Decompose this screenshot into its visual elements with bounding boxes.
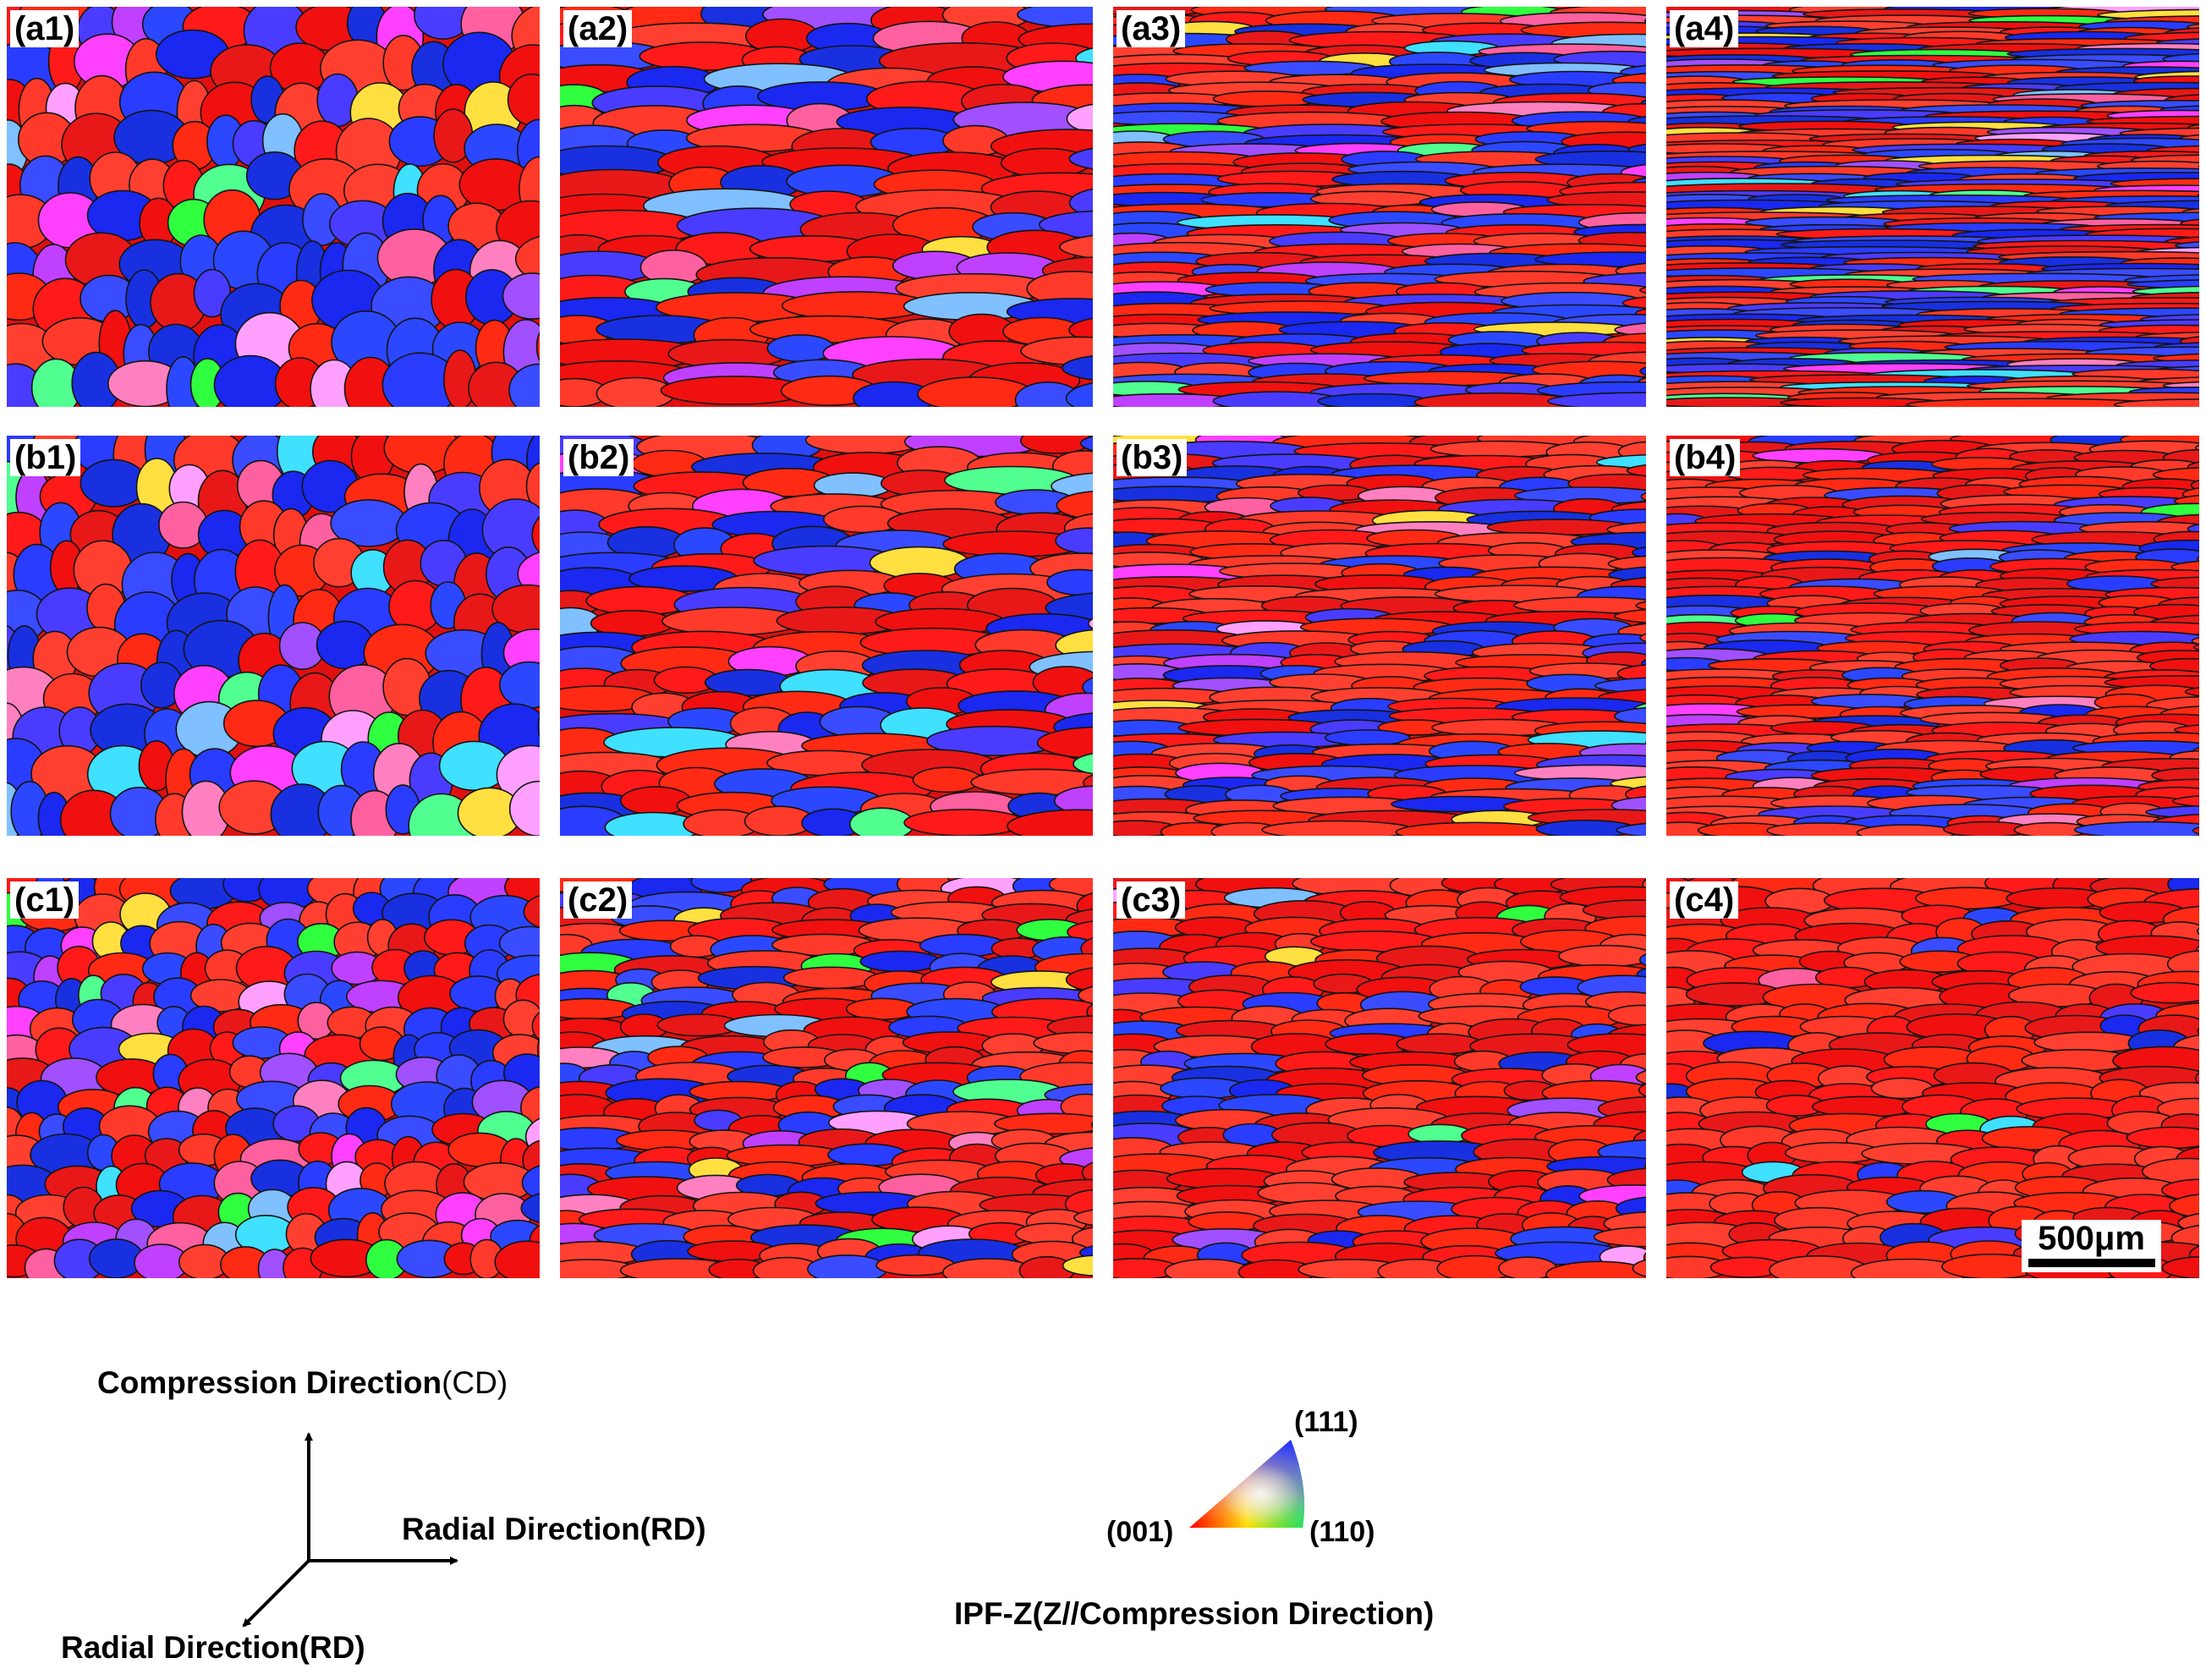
panel-label-a1: (a1)	[10, 10, 80, 47]
ebsd-panel-a2: (a2)	[560, 7, 1093, 407]
ebsd-panel-c2: (c2)	[560, 878, 1093, 1278]
scale-bar: 500μm	[2022, 1220, 2161, 1272]
scale-bar-line	[2028, 1259, 2155, 1267]
ebsd-panel-c4: (c4)	[1666, 878, 2199, 1278]
ebsd-panel-c3: (c3)	[1113, 878, 1646, 1278]
grain-map	[7, 436, 540, 836]
panel-label-a4: (a4)	[1670, 10, 1739, 47]
panel-label-c2: (c2)	[563, 881, 633, 919]
cd-axis-label: Compression Direction(CD)	[97, 1365, 508, 1401]
panel-label-c3: (c3)	[1117, 881, 1186, 919]
grain-map	[1666, 878, 2199, 1278]
ipf-legend-title: IPF-Z(Z//Compression Direction)	[954, 1596, 1435, 1631]
ebsd-panel-a1: (a1)	[7, 7, 540, 407]
panel-label-b3: (b3)	[1117, 439, 1188, 476]
grain-map	[1113, 436, 1646, 836]
ebsd-panel-b1: (b1)	[7, 436, 540, 836]
panel-label-a2: (a2)	[563, 10, 633, 47]
grain-map	[7, 878, 540, 1278]
ebsd-panel-c1: (c1)	[7, 878, 540, 1278]
grain-map	[560, 878, 1093, 1278]
ipf-triangle	[1189, 1440, 1305, 1528]
ebsd-panel-b3: (b3)	[1113, 436, 1646, 836]
scale-bar-label: 500μm	[2038, 1220, 2145, 1257]
grain-map	[560, 7, 1093, 407]
ebsd-panel-b4: (b4)	[1666, 436, 2199, 836]
panel-label-b1: (b1)	[10, 439, 81, 476]
panel-label-b4: (b4)	[1670, 439, 1741, 476]
ebsd-panel-a4: (a4)	[1666, 7, 2199, 407]
cd-axis-label-text: Compression Direction	[97, 1365, 442, 1400]
ebsd-panel-b2: (b2)	[560, 436, 1093, 836]
grain-map	[1113, 7, 1646, 407]
panel-label-a3: (a3)	[1117, 10, 1186, 47]
rd-axis-label-diagonal: Radial Direction(RD)	[61, 1630, 365, 1665]
panel-label-c1: (c1)	[10, 881, 80, 919]
ipf-corner-110: (110)	[1309, 1516, 1375, 1548]
panel-label-c4: (c4)	[1670, 881, 1739, 919]
panel-label-b2: (b2)	[563, 439, 634, 476]
grain-map	[1666, 436, 2199, 836]
grain-map	[7, 7, 540, 407]
grain-map	[560, 436, 1093, 836]
grain-map	[1113, 878, 1646, 1278]
rd-axis-label-horizontal: Radial Direction(RD)	[402, 1512, 706, 1546]
ipf-corner-111: (111)	[1294, 1406, 1358, 1438]
cd-axis-abbr: (CD)	[442, 1365, 508, 1400]
ebsd-panel-a3: (a3)	[1113, 7, 1646, 407]
ipf-corner-001: (001)	[1106, 1516, 1174, 1548]
rd-axis-arrow-diagonal	[242, 1559, 310, 1628]
grain-map	[1666, 7, 2199, 407]
